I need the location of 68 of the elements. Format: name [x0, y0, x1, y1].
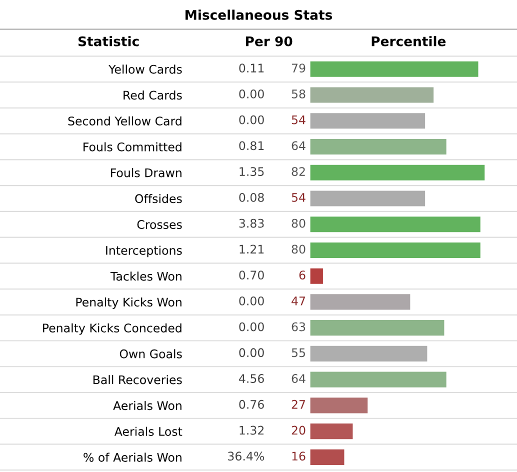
bar — [310, 268, 323, 284]
bar — [310, 346, 428, 362]
text: 1.32 — [240, 426, 264, 435]
bar — [310, 87, 434, 103]
text: 0.00 — [239, 89, 264, 98]
y-tick-label: Fouls Drawn — [111, 168, 182, 178]
data-label: 16 — [292, 452, 306, 461]
y-tick-label: Aerials Won — [113, 400, 182, 410]
data-label: 64 — [292, 141, 306, 150]
y-tick-label: % of Aerials Won — [84, 452, 182, 462]
bar — [310, 424, 353, 440]
y-tick-label: Ball Recoveries — [93, 375, 182, 384]
text: 0.00 — [239, 322, 264, 332]
data-label: 6 — [299, 270, 306, 280]
text: 0.00 — [239, 115, 264, 124]
text: 36.4% — [228, 452, 264, 461]
bar — [310, 398, 368, 414]
y-tick-label: Yellow Cards — [108, 64, 182, 74]
y-tick-label: Interceptions — [106, 246, 182, 258]
y-tick-label: Second Yellow Card — [68, 116, 182, 126]
data-label: 27 — [292, 400, 306, 409]
bar — [310, 164, 485, 180]
y-axis-title: Statistic — [78, 36, 139, 46]
bar — [310, 113, 426, 129]
x-axis-title: Percentile — [372, 36, 446, 46]
bar — [310, 216, 480, 232]
data-label: 80 — [292, 244, 306, 254]
text: 1.35 — [240, 167, 264, 176]
y-tick-label: Penalty Kicks Won — [76, 297, 182, 309]
data-label: 55 — [292, 348, 305, 358]
data-label: 58 — [292, 89, 306, 98]
bar — [310, 61, 478, 77]
data-label: 63 — [292, 322, 306, 332]
text: 0.81 — [239, 141, 264, 150]
y-tick-label: Penalty Kicks Conceded — [43, 323, 182, 335]
data-label: 82 — [292, 167, 305, 176]
bar — [310, 294, 410, 310]
text: 4.56 — [238, 374, 264, 383]
text: 0.00 — [239, 296, 264, 306]
bar — [310, 138, 446, 154]
bar — [310, 372, 446, 388]
text: 0.00 — [239, 348, 264, 358]
bar — [310, 190, 426, 206]
text: 3.83 — [239, 218, 264, 228]
data-label: 47 — [292, 296, 306, 306]
text: 0.70 — [239, 270, 264, 280]
bar — [310, 320, 444, 336]
data-label: 64 — [292, 374, 306, 383]
y-tick-label: Tackles Won — [110, 272, 182, 281]
text: 0.08 — [239, 192, 264, 202]
y-tick-label: Red Cards — [124, 90, 182, 100]
y-tick-label: Crosses — [137, 220, 182, 229]
y-tick-label: Offsides — [135, 194, 182, 204]
bar — [310, 449, 344, 465]
data-label: 20 — [292, 426, 306, 435]
text: 0.11 — [239, 64, 264, 73]
data-label: 79 — [292, 64, 306, 73]
chart-title: Miscellaneous Stats — [186, 10, 332, 20]
y-tick-label: Aerials Lost — [114, 426, 182, 436]
data-label: 80 — [292, 218, 306, 228]
text: Per 90 — [246, 36, 292, 46]
text: 1.21 — [240, 244, 264, 254]
data-label: 54 — [292, 193, 306, 202]
text: 0.76 — [239, 400, 264, 409]
y-tick-label: Own Goals — [120, 349, 182, 358]
data-label: 54 — [292, 115, 306, 124]
bar — [310, 242, 480, 258]
y-tick-label: Fouls Committed — [84, 142, 182, 152]
